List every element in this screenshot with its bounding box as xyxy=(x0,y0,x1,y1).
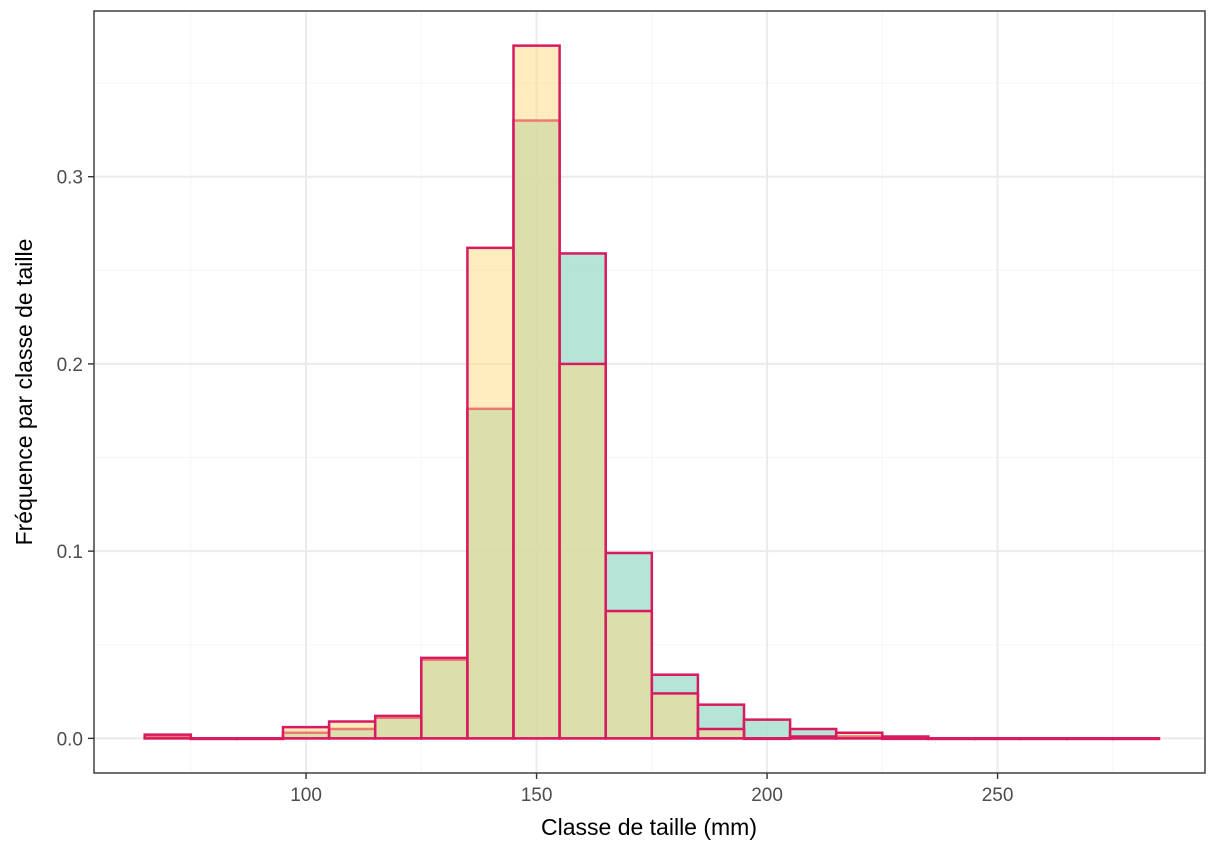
x-tick-label: 100 xyxy=(290,785,322,806)
y-tick-label: 0.2 xyxy=(57,355,83,376)
histogram-bar xyxy=(143,733,193,740)
y-tick-label: 0.0 xyxy=(57,729,83,750)
histogram-bar xyxy=(973,737,1022,741)
histogram-bar xyxy=(788,735,838,740)
bars-layer xyxy=(143,44,1161,741)
x-axis-title: Classe de taille (mm) xyxy=(541,814,757,840)
panel-border xyxy=(93,10,1206,774)
histogram-bar xyxy=(650,692,700,740)
histogram-bar xyxy=(281,725,331,740)
y-axis-title: Fréquence par classe de taille xyxy=(11,239,37,546)
y-tick-label: 0.1 xyxy=(57,542,83,563)
y-tick-label: 0.3 xyxy=(57,168,83,189)
histogram-bar xyxy=(373,714,423,740)
histogram-bar xyxy=(327,720,377,740)
y-axis: 0.0 0.1 0.2 0.3 xyxy=(57,168,94,750)
x-tick-label: 200 xyxy=(751,785,783,806)
histogram-bar xyxy=(834,731,884,740)
histogram-bar xyxy=(558,362,607,740)
histogram-bar xyxy=(512,44,561,740)
histogram-bar xyxy=(189,737,239,741)
histogram-bar xyxy=(881,735,930,740)
histogram-bar xyxy=(742,737,792,741)
histogram-bar xyxy=(742,718,792,740)
histogram-bar xyxy=(927,737,976,741)
x-axis: 100 150 200 250 xyxy=(290,773,1013,806)
histogram-bar xyxy=(1065,737,1115,741)
histogram-bar xyxy=(420,656,469,740)
histogram-bar xyxy=(696,727,746,740)
histogram-bar xyxy=(235,737,285,741)
histogram-bar xyxy=(604,609,654,740)
histogram-bar xyxy=(1111,737,1161,741)
histogram-bar xyxy=(1019,737,1068,741)
x-tick-label: 150 xyxy=(521,785,553,806)
histogram-bar xyxy=(466,246,515,740)
x-tick-label: 250 xyxy=(982,785,1014,806)
